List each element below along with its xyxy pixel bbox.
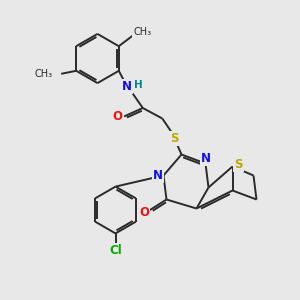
Text: O: O: [139, 206, 149, 220]
Text: N: N: [153, 169, 163, 182]
Text: S: S: [170, 132, 178, 146]
Text: CH₃: CH₃: [34, 69, 52, 79]
Text: S: S: [234, 158, 243, 172]
Text: Cl: Cl: [109, 244, 122, 257]
Text: N: N: [122, 80, 132, 93]
Text: H: H: [134, 80, 143, 90]
Text: N: N: [201, 152, 211, 165]
Text: O: O: [112, 110, 123, 123]
Text: CH₃: CH₃: [133, 27, 151, 38]
